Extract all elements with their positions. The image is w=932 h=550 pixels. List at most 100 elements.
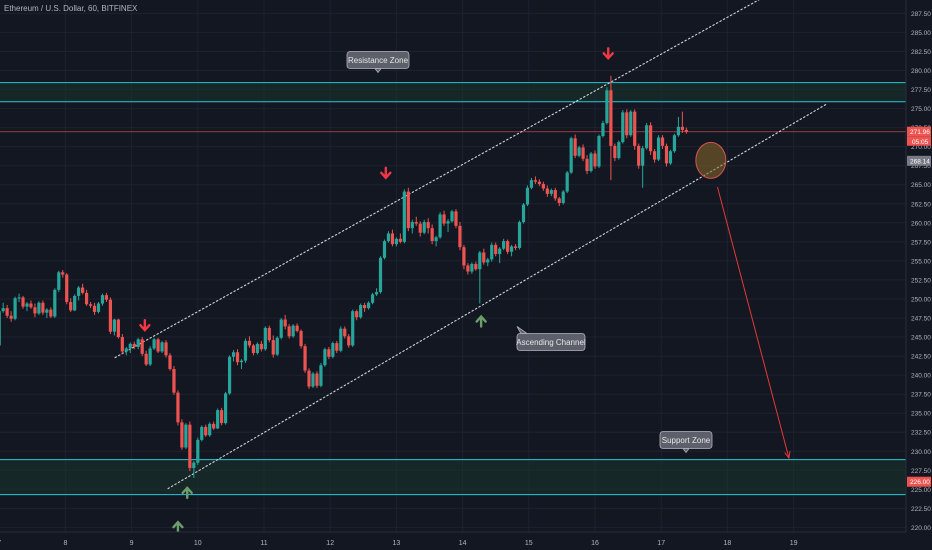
candle-down [557, 198, 561, 204]
current-price-tag [907, 126, 931, 137]
time-tick-label: 15 [525, 540, 533, 547]
time-axis[interactable]: 678910111213141516171819 [0, 531, 932, 550]
candle-up [227, 356, 232, 394]
candle-down [573, 138, 577, 156]
candle-up [569, 138, 573, 173]
candle-up [621, 112, 625, 143]
candle-down [398, 238, 402, 242]
candle-down [426, 222, 430, 229]
candle-up [96, 303, 101, 312]
price-tick-label: 252.50 [911, 277, 931, 284]
support-zone-label-text: Support Zone [662, 436, 711, 445]
candle-down [315, 373, 319, 386]
candle-down [454, 211, 458, 226]
candle-down [176, 392, 180, 423]
candle-down [144, 353, 148, 365]
projection-arrow-head [784, 451, 791, 460]
projection-arrow-line [716, 186, 790, 459]
candle-up [470, 263, 474, 272]
price-tick-label: 225.00 [911, 487, 931, 494]
price-tick-label: 257.50 [911, 239, 931, 246]
price-tick-label: 262.50 [911, 201, 931, 208]
candle-up [351, 311, 355, 346]
candle-up [255, 343, 259, 354]
candle-up [112, 319, 116, 332]
price-tick-label: 227.50 [911, 468, 931, 475]
price-tick-label: 220.00 [911, 525, 931, 532]
candle-up [605, 90, 609, 124]
candle-down [347, 336, 351, 346]
candle-down [65, 274, 69, 303]
candle-up [0, 311, 1, 346]
marker-price-tag-text: 268.14 [910, 158, 930, 165]
candle-down [247, 340, 252, 346]
candle-up [490, 244, 494, 260]
candle-up [243, 340, 248, 361]
candle-down [660, 137, 665, 146]
candle-down [553, 190, 557, 199]
candle-up [216, 410, 220, 429]
candle-down [680, 126, 684, 130]
price-tick-label: 267.50 [911, 163, 931, 170]
time-tick-label: 8 [63, 540, 67, 547]
time-tick-label: 10 [194, 540, 202, 547]
candle-up [73, 295, 77, 311]
candle-up [410, 222, 414, 229]
candle-down [581, 147, 585, 159]
candle-up [291, 325, 295, 337]
candle-down [81, 287, 85, 293]
candle-up [498, 248, 502, 255]
candle-up [502, 241, 506, 249]
candle-down [61, 272, 65, 275]
resistance-zone-label-text: Resistance Zone [348, 56, 409, 65]
candle-down [418, 223, 422, 233]
candle-up [525, 187, 530, 205]
price-axis[interactable]: 287.50285.00282.50280.00277.50275.00272.… [905, 0, 932, 550]
price-tick-label: 240.00 [911, 373, 931, 380]
price-tick-label: 275.00 [911, 106, 931, 113]
candle-down [684, 129, 688, 132]
candle-up [509, 246, 514, 252]
time-tick-label: 17 [657, 540, 665, 547]
candle-down [466, 265, 470, 272]
candle-down [267, 327, 271, 341]
price-tick-label: 247.50 [911, 316, 931, 323]
candle-up [378, 257, 383, 293]
price-tick-label: 222.50 [911, 506, 931, 513]
candle-down [442, 214, 446, 224]
candle-up [374, 292, 379, 295]
candle-up [382, 241, 387, 258]
candle-down [188, 424, 192, 469]
candle-down [108, 299, 113, 332]
candle-up [617, 142, 621, 159]
grid-lines [0, 0, 906, 532]
candle-up [136, 339, 140, 347]
candle-up [561, 191, 565, 204]
candle-down [637, 145, 641, 166]
candle-up [17, 297, 21, 299]
candle-up [402, 191, 406, 242]
price-tick-label: 255.00 [911, 258, 931, 265]
ascending-channel-label-pointer [516, 326, 529, 334]
candle-down [164, 342, 168, 356]
candle-down [541, 183, 545, 189]
price-tick-label: 277.50 [911, 87, 931, 94]
price-tick-label: 285.00 [911, 30, 931, 37]
candle-down [652, 151, 657, 160]
up-arrow-icon [181, 486, 193, 500]
candle-down [664, 145, 669, 164]
time-tick-label: 16 [591, 540, 599, 547]
price-tick-label: 280.00 [911, 68, 931, 75]
price-tick-label: 245.00 [911, 335, 931, 342]
candle-down [69, 302, 73, 311]
candle-up [676, 126, 681, 136]
candle-down [335, 343, 339, 351]
candle-up [521, 204, 526, 223]
candle-up [450, 211, 454, 222]
candle-up [148, 348, 152, 365]
candle-up [323, 349, 327, 366]
candle-down [545, 188, 549, 194]
candle-down [649, 125, 653, 152]
candle-up [645, 125, 649, 149]
